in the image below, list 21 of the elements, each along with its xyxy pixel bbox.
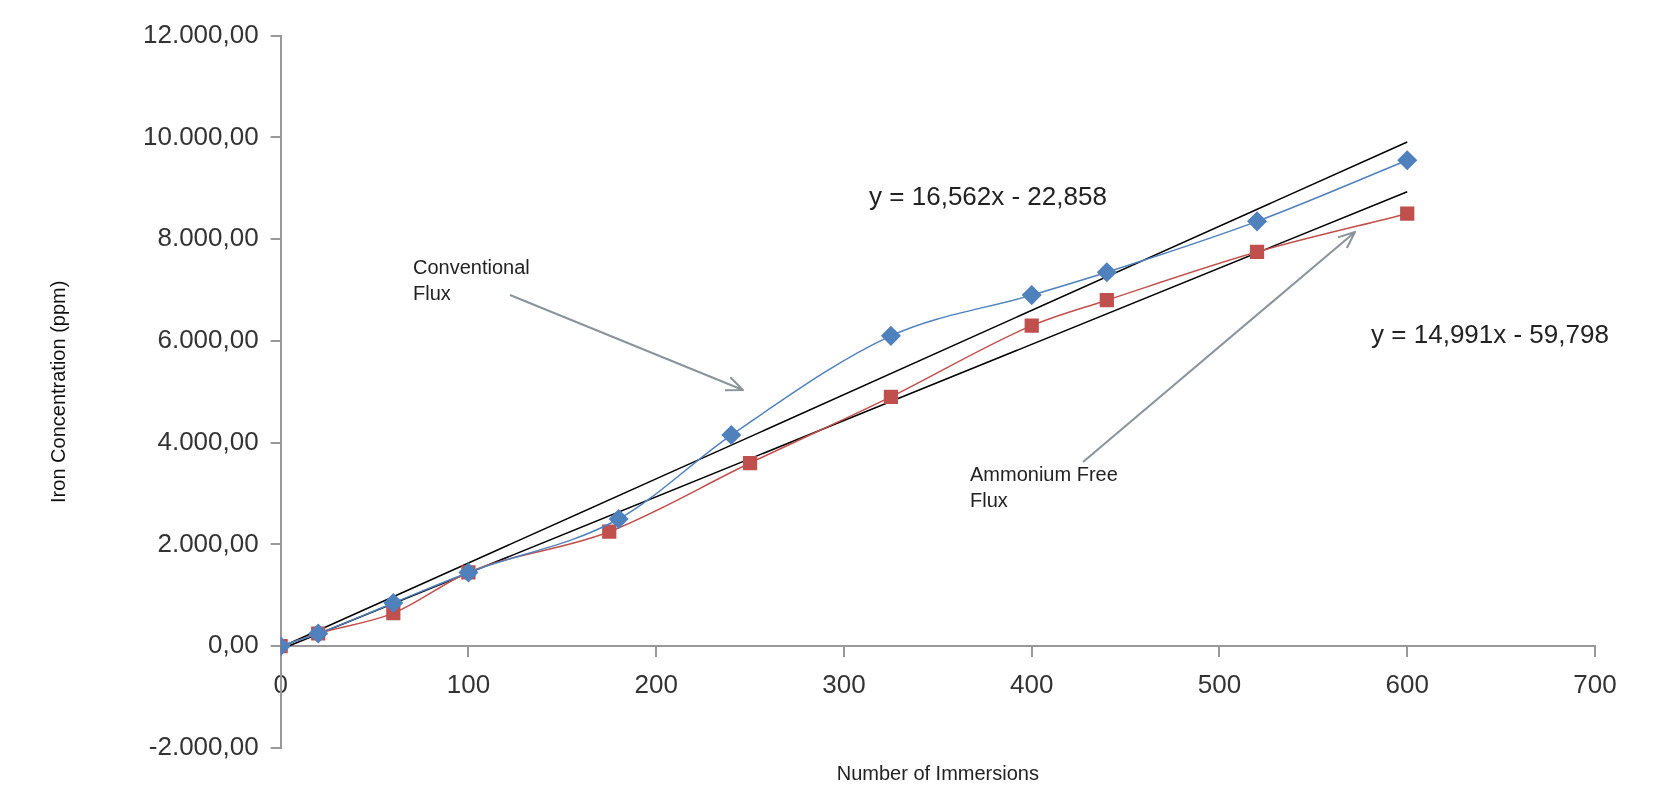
y-tick-label: 6.000,00	[157, 324, 259, 355]
y-tick-label: 4.000,00	[157, 425, 259, 456]
annotation: y = 14,991x - 59,798	[1371, 319, 1609, 350]
x-tick-label: 500	[1197, 669, 1242, 699]
x-tick-label: 100	[446, 669, 491, 699]
y-tick-label: 10.000,00	[143, 120, 259, 151]
x-axis-title: Number of Immersions	[836, 761, 1039, 784]
x-tick-label: 400	[1010, 669, 1054, 699]
x-tick-label: 600	[1385, 669, 1429, 699]
y-axis-title: Iron Concentration (ppm)	[46, 280, 69, 503]
annotation: y = 16,562x - 22,858	[869, 181, 1107, 212]
x-tick-label: 300	[822, 669, 866, 699]
y-tick-label: 8.000,00	[157, 222, 259, 253]
annotation: Conventional Flux	[413, 255, 530, 304]
x-tick-label: 200	[634, 669, 678, 699]
y-tick-label: 2.000,00	[157, 527, 259, 558]
annotation: Ammonium Free Flux	[970, 462, 1118, 511]
y-tick-label: -2.000,00	[148, 731, 259, 762]
y-tick-label: 12.000,00	[143, 18, 259, 49]
x-tick-label: 700	[1573, 669, 1617, 699]
y-tick-label: 0,00	[208, 629, 259, 660]
